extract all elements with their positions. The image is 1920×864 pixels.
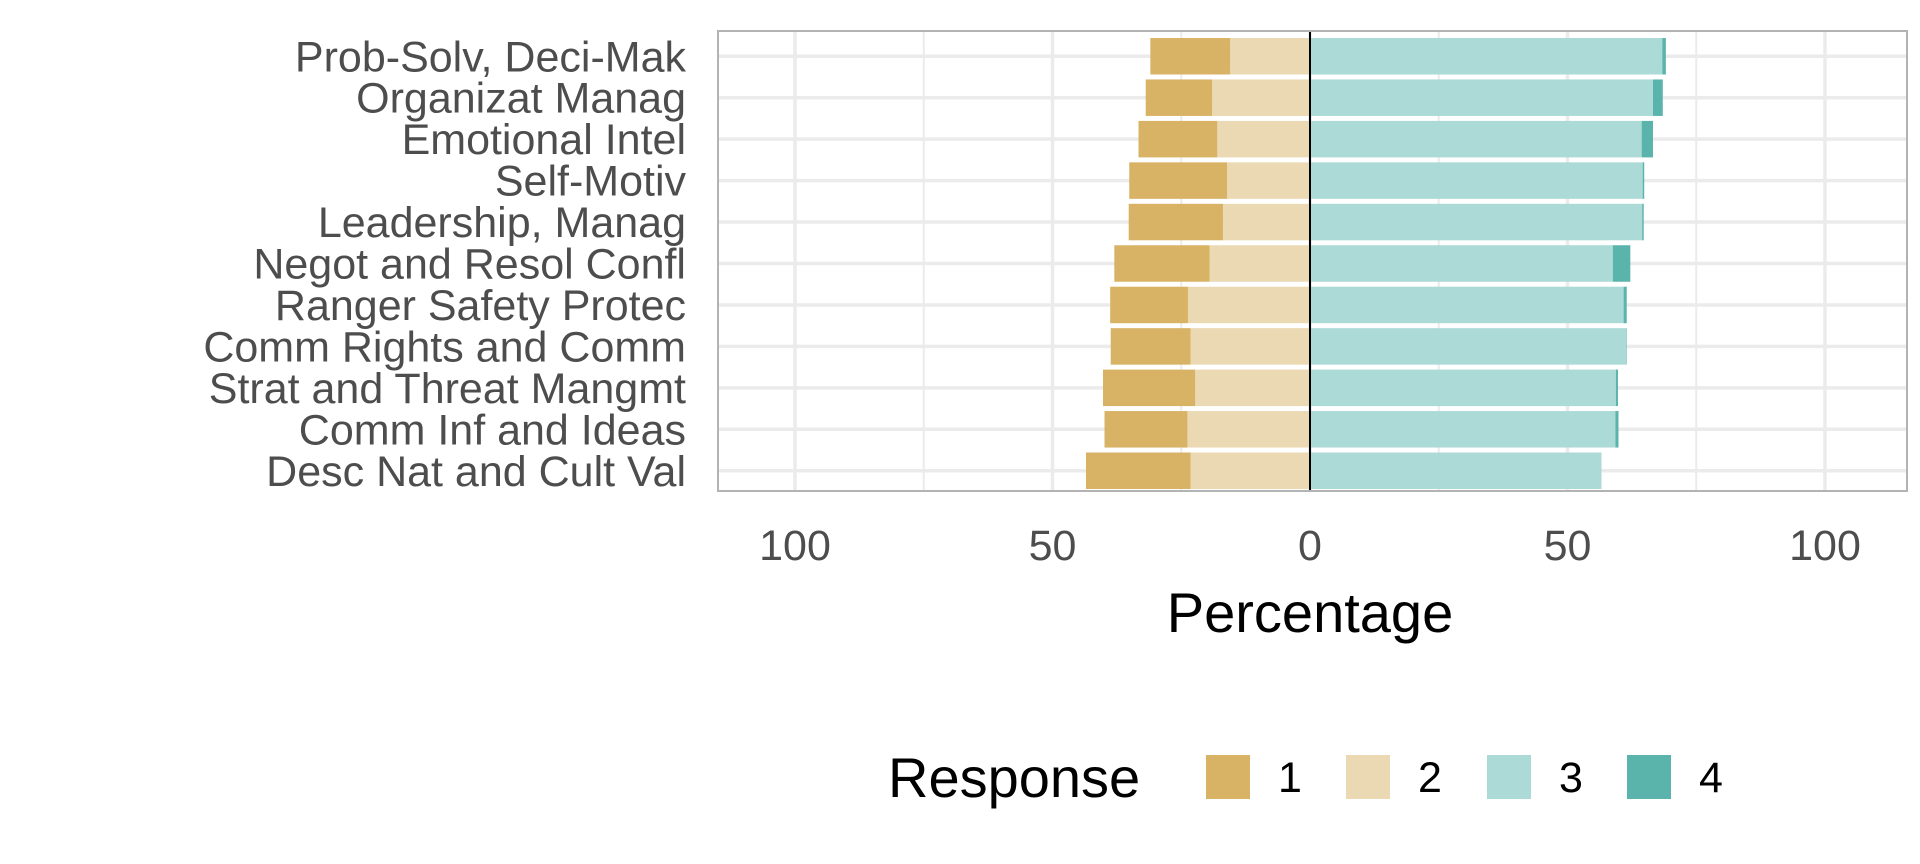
legend: Response 1 2 3 4 [888,746,1723,809]
category-label: Self-Motiv [495,158,687,206]
legend-key-3 [1487,755,1531,799]
category-label: Emotional Intel [402,116,686,164]
bar-response-2 [1209,245,1310,282]
legend-label-2: 2 [1418,754,1442,802]
bar-response-3 [1310,38,1663,75]
bar-response-1 [1102,369,1196,407]
bar-response-1 [1150,38,1231,75]
bars [1085,38,1666,489]
category-label: Comm Rights and Comm [203,323,686,371]
bar-response-2 [1222,203,1310,241]
legend-label-1: 1 [1278,754,1302,802]
legend-items: 1 2 3 4 [1206,754,1723,802]
category-label: Negot and Resol Confl [253,241,686,289]
bar-response-2 [1212,79,1310,116]
bar-response-2 [1230,38,1310,75]
bar-response-2 [1190,452,1310,489]
legend-label-3: 3 [1559,754,1583,802]
bar-response-3 [1310,369,1616,407]
category-label: Desc Nat and Cult Val [266,448,686,496]
x-axis-title: Percentage [1167,581,1453,644]
bar-response-1 [1145,79,1213,116]
category-label: Prob-Solv, Deci-Mak [295,33,687,81]
bar-response-3 [1310,162,1643,199]
legend-key-2 [1346,755,1390,799]
legend-key-4 [1627,755,1671,799]
bar-response-4 [1626,328,1627,365]
bar-response-4 [1652,79,1663,116]
bar-response-2 [1190,328,1310,365]
bar-response-3 [1310,328,1627,365]
bar-response-1 [1128,203,1223,241]
bar-response-3 [1310,286,1624,324]
bar-response-3 [1310,79,1653,116]
bar-response-2 [1187,411,1310,448]
category-label: Organizat Manag [356,75,686,123]
bar-response-4 [1623,286,1627,324]
x-tick-label: 50 [1029,522,1077,570]
bar-response-3 [1310,120,1642,158]
bar-response-2 [1195,369,1310,407]
bar-response-4 [1642,203,1644,241]
plot-panel-border [717,30,1908,492]
bar-response-4 [1612,245,1631,282]
legend-key-1 [1206,755,1250,799]
legend-label-4: 4 [1699,754,1723,802]
bar-response-4 [1641,120,1653,158]
bar-response-4 [1615,369,1618,407]
bar-response-1 [1138,120,1218,158]
bar-response-3 [1310,245,1613,282]
bar-response-1 [1114,245,1210,282]
bar-response-3 [1310,452,1602,489]
category-label: Comm Inf and Ideas [299,406,686,454]
bar-response-1 [1129,162,1228,199]
x-tick-label: 100 [759,522,831,570]
bar-response-2 [1227,162,1310,199]
x-tick-label: 50 [1544,522,1592,570]
bar-response-4 [1615,411,1619,448]
category-label: Strat and Threat Mangmt [209,365,686,413]
bar-response-2 [1217,120,1310,158]
bar-response-2 [1187,286,1310,324]
legend-title: Response [888,746,1140,809]
category-label: Leadership, Manag [318,199,686,247]
bar-response-4 [1642,162,1645,199]
bar-response-3 [1310,411,1616,448]
bar-response-4 [1662,38,1666,75]
category-label: Ranger Safety Protec [275,282,686,330]
bar-response-3 [1310,203,1643,241]
x-tick-labels: 100 50 0 50 100 [759,522,1861,570]
bar-response-1 [1110,328,1191,365]
bar-response-1 [1104,411,1188,448]
bar-response-1 [1085,452,1191,489]
x-tick-label: 100 [1789,522,1861,570]
bar-response-1 [1110,286,1188,324]
x-tick-label: 0 [1298,522,1322,570]
